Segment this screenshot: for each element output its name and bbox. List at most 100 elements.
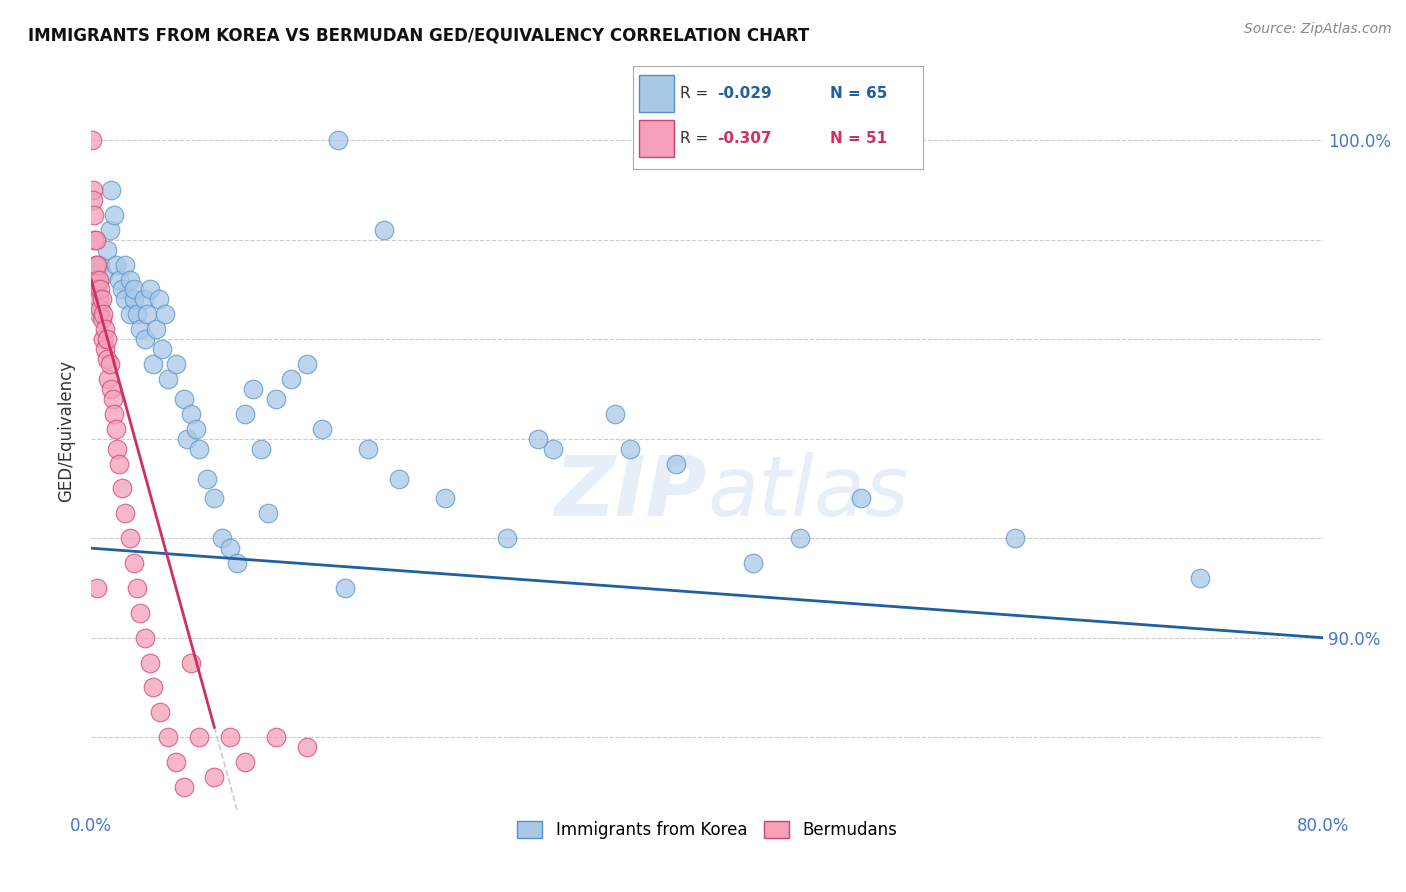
Point [101, 392, 124, 406]
Point [242, 382, 264, 396]
Point [132, 293, 155, 307]
Point [94, 342, 117, 356]
Point [149, 706, 172, 720]
Point [84, 258, 107, 272]
Point [96, 332, 118, 346]
Text: IMMIGRANTS FROM KOREA VS BERMUDAN GED/EQUIVALENCY CORRELATION CHART: IMMIGRANTS FROM KOREA VS BERMUDAN GED/EQ… [28, 27, 810, 45]
Point [111, 482, 134, 496]
Point [311, 422, 333, 436]
Point [388, 471, 411, 485]
Point [211, 531, 233, 545]
Text: atlas: atlas [707, 451, 908, 533]
Point [108, 457, 131, 471]
Point [142, 681, 165, 695]
Text: ZIP: ZIP [554, 451, 707, 533]
Point [83, 208, 105, 222]
Point [357, 442, 380, 456]
Point [142, 357, 165, 371]
Point [105, 442, 128, 456]
Point [218, 731, 240, 745]
Point [122, 283, 145, 297]
Point [249, 442, 271, 456]
Point [87, 293, 110, 307]
Point [93, 268, 115, 282]
Point [104, 258, 127, 272]
Point [86, 258, 108, 272]
Point [264, 392, 287, 406]
Point [93, 332, 115, 346]
Point [496, 531, 519, 545]
Point [526, 432, 548, 446]
Point [603, 407, 626, 421]
Y-axis label: GED/Equivalency: GED/Equivalency [58, 360, 75, 502]
Point [80, 133, 103, 147]
Point [619, 442, 641, 456]
Point [86, 581, 108, 595]
Point [87, 272, 110, 286]
Point [157, 731, 180, 745]
Point [157, 372, 180, 386]
Point [129, 322, 152, 336]
Point [122, 556, 145, 570]
Point [188, 731, 211, 745]
Point [335, 581, 357, 595]
Point [103, 407, 125, 421]
Point [202, 770, 225, 784]
Point [127, 307, 149, 321]
Point [84, 272, 107, 286]
Point [742, 556, 765, 570]
Point [150, 342, 173, 356]
Point [129, 606, 152, 620]
Point [1188, 571, 1211, 585]
Point [114, 293, 136, 307]
Point [233, 407, 256, 421]
Point [326, 133, 349, 147]
Point [83, 233, 105, 247]
Point [665, 457, 688, 471]
Point [165, 755, 187, 769]
Point [233, 755, 256, 769]
Point [173, 392, 195, 406]
Point [114, 507, 136, 521]
Point [789, 531, 811, 545]
Point [97, 372, 120, 386]
Point [84, 283, 107, 297]
Point [93, 307, 115, 321]
Point [264, 731, 287, 745]
Point [127, 581, 149, 595]
Point [373, 223, 395, 237]
Point [218, 541, 240, 556]
Point [188, 442, 211, 456]
Point [165, 357, 187, 371]
Point [434, 491, 457, 506]
Point [153, 307, 176, 321]
Point [82, 193, 104, 207]
Point [173, 780, 195, 794]
Point [280, 372, 302, 386]
Point [295, 357, 318, 371]
Point [82, 183, 104, 197]
Point [98, 357, 121, 371]
Point [145, 322, 167, 336]
Point [226, 556, 249, 570]
Text: Source: ZipAtlas.com: Source: ZipAtlas.com [1244, 22, 1392, 37]
Point [104, 422, 127, 436]
Point [96, 352, 118, 367]
Point [84, 233, 107, 247]
Point [89, 258, 111, 272]
Point [257, 507, 280, 521]
Point [1004, 531, 1026, 545]
Point [108, 272, 131, 286]
Point [103, 208, 125, 222]
Point [111, 283, 134, 297]
Point [138, 283, 160, 297]
Point [202, 491, 225, 506]
Point [90, 312, 112, 326]
Point [90, 293, 112, 307]
Point [100, 382, 122, 396]
Point [541, 442, 564, 456]
Point [134, 332, 156, 346]
Point [118, 272, 141, 286]
Point [134, 631, 156, 645]
Point [135, 307, 157, 321]
